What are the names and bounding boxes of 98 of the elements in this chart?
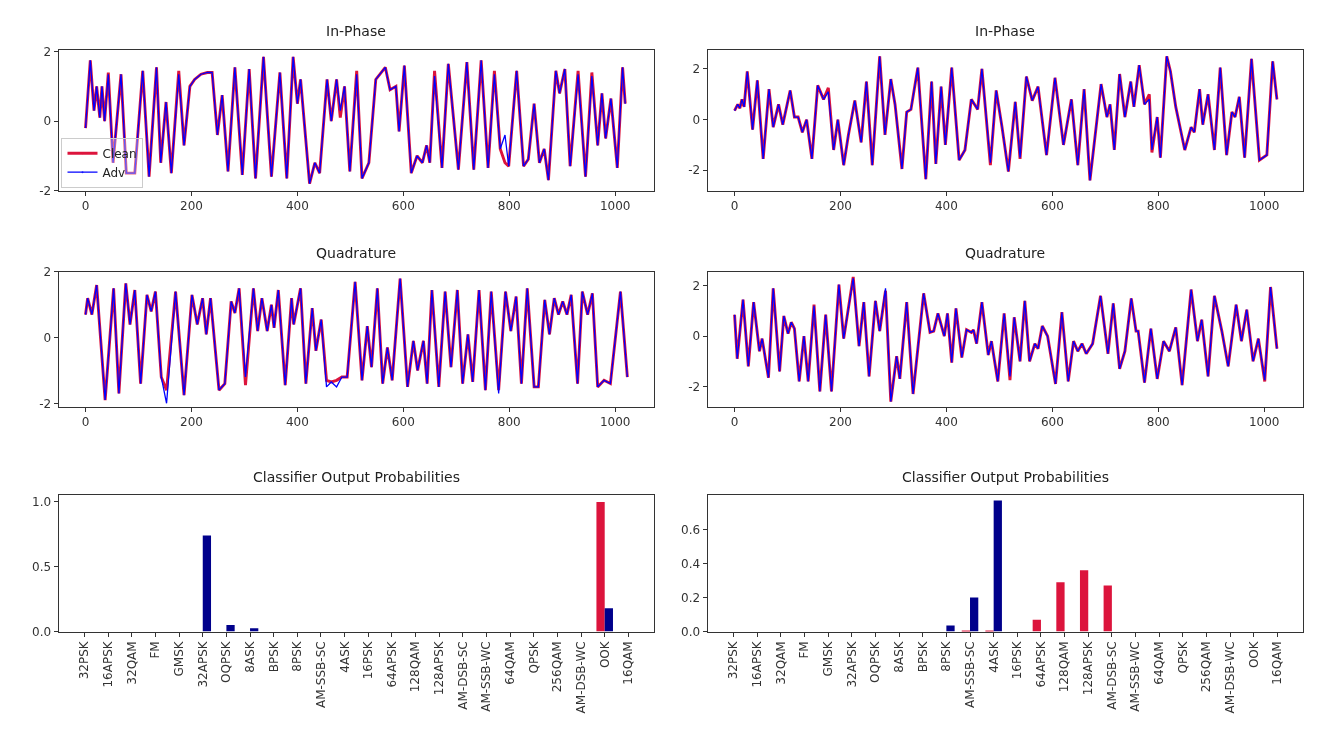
x-tick-label: 16APSK xyxy=(750,640,765,688)
x-tick-label: FM xyxy=(148,641,163,659)
x-tick-label: 200 xyxy=(180,415,203,429)
x-tick-label: 600 xyxy=(391,415,415,429)
chart-title: Classifier Output Probabilities xyxy=(253,469,460,485)
y-tick-label: 0 xyxy=(692,112,701,127)
x-tick-label: 64QAM xyxy=(503,641,518,685)
x-tick-label: 32PSK xyxy=(77,640,92,680)
x-tick-label: 0 xyxy=(81,198,90,213)
chart-title: Quadrature xyxy=(965,245,1046,261)
chart-title: In-Phase xyxy=(326,23,386,39)
y-tick-label: 0 xyxy=(692,329,701,344)
x-tick-label: 8PSK xyxy=(939,640,954,672)
x-tick-label: 200 xyxy=(180,198,203,213)
x-tick-label: QPSK xyxy=(1175,640,1190,674)
x-tick-label: GMSK xyxy=(821,640,836,677)
x-tick-label: 128APSK xyxy=(1081,640,1096,696)
x-tick-label: 600 xyxy=(1040,415,1064,429)
x-tick-label: OQPSK xyxy=(219,640,234,683)
x-tick-label: OQPSK xyxy=(868,640,883,683)
y-tick-label: 0.4 xyxy=(681,556,701,571)
x-tick-label: AM-DSB-SC xyxy=(455,641,470,710)
y-tick-label: 0.0 xyxy=(32,624,52,639)
x-tick-label: FM xyxy=(797,641,812,659)
x-tick-label: 800 xyxy=(497,198,521,213)
x-tick-label: 64QAM xyxy=(1152,641,1167,685)
y-tick-label: 1.0 xyxy=(32,495,52,510)
x-tick-label: 8PSK xyxy=(290,640,305,672)
x-tick-label: 400 xyxy=(934,415,958,429)
x-tick-label: 800 xyxy=(1146,415,1170,429)
legend-label: Adv xyxy=(102,165,126,180)
x-tick-label: 256QAM xyxy=(1199,641,1214,693)
y-tick-label: 0.0 xyxy=(681,624,701,639)
x-tick-label: 8ASK xyxy=(242,640,257,673)
x-tick-label: 0 xyxy=(81,415,90,429)
y-tick-label: 0 xyxy=(43,114,52,129)
x-tick-label: 128QAM xyxy=(1057,641,1072,693)
x-tick-label: 32PSK xyxy=(726,640,741,680)
y-tick-label: 0.5 xyxy=(32,559,52,574)
x-tick-label: AM-DSB-WC xyxy=(1223,641,1237,714)
y-tick-label: -2 xyxy=(39,396,52,411)
x-tick-label: 16PSK xyxy=(361,640,376,680)
x-tick-label: 0 xyxy=(730,415,739,429)
chart-title: In-Phase xyxy=(975,23,1035,39)
y-tick-label: 0.6 xyxy=(681,522,701,537)
x-tick-label: AM-DSB-WC xyxy=(573,641,588,714)
chart-title: Quadrature xyxy=(316,245,397,261)
y-tick-label: -2 xyxy=(688,379,701,394)
x-tick-label: 400 xyxy=(285,415,309,429)
x-tick-label: 32APSK xyxy=(844,640,859,688)
y-tick-label: 2 xyxy=(43,44,52,59)
x-tick-label: 400 xyxy=(934,198,958,213)
x-tick-label: 32APSK xyxy=(195,640,210,688)
y-tick-label: 2 xyxy=(692,62,701,77)
x-tick-label: 16QAM xyxy=(621,641,636,685)
x-tick-label: AM-SSB-SC xyxy=(313,641,328,709)
x-tick-label: GMSK xyxy=(172,640,187,677)
x-tick-label: 16QAM xyxy=(1270,641,1285,685)
x-tick-label: 600 xyxy=(391,198,415,213)
x-tick-label: AM-SSB-SC xyxy=(962,641,977,709)
x-tick-label: 1000 xyxy=(599,198,631,213)
x-tick-label: BPSK xyxy=(266,640,281,673)
x-tick-label: AM-SSB-WC xyxy=(479,641,494,712)
y-tick-label: -2 xyxy=(688,163,701,178)
x-tick-label: 200 xyxy=(829,198,852,213)
x-tick-label: 8ASK xyxy=(891,640,906,673)
x-tick-label: 0 xyxy=(730,198,739,213)
x-tick-label: 256QAM xyxy=(550,641,565,693)
x-tick-label: BPSK xyxy=(915,640,930,673)
x-tick-label: 600 xyxy=(1040,198,1064,213)
x-tick-label: 800 xyxy=(1146,198,1170,213)
x-tick-label: 4ASK xyxy=(337,640,352,673)
x-tick-label: 4ASK xyxy=(986,640,1001,673)
x-tick-label: 128APSK xyxy=(432,640,447,696)
x-tick-label: AM-DSB-SC xyxy=(1104,641,1119,710)
x-tick-label: 1000 xyxy=(1248,415,1280,429)
y-tick-label: 2 xyxy=(43,265,52,280)
x-tick-label: 128QAM xyxy=(408,641,423,693)
x-tick-label: QPSK xyxy=(526,640,541,674)
x-tick-label: 16APSK xyxy=(101,640,116,688)
chart-title: Classifier Output Probabilities xyxy=(902,469,1109,485)
y-tick-label: -2 xyxy=(39,183,52,198)
x-tick-label: 800 xyxy=(497,415,521,429)
x-tick-label: 200 xyxy=(829,415,852,429)
x-tick-label: OOK xyxy=(1246,640,1261,669)
x-tick-label: 32QAM xyxy=(124,641,139,685)
y-tick-label: 0 xyxy=(43,330,52,345)
y-tick-label: 2 xyxy=(692,278,701,293)
x-tick-label: 400 xyxy=(285,198,309,213)
x-tick-label: 64APSK xyxy=(1033,640,1048,688)
x-tick-label: 1000 xyxy=(599,415,631,429)
y-tick-label: 0.2 xyxy=(681,590,701,605)
x-tick-label: 32QAM xyxy=(773,641,788,685)
x-tick-label: 16PSK xyxy=(1010,640,1025,680)
x-tick-label: 1000 xyxy=(1248,198,1280,213)
x-tick-label: AM-SSB-WC xyxy=(1128,641,1143,712)
x-tick-label: OOK xyxy=(597,640,612,669)
x-tick-label: 64APSK xyxy=(384,640,399,688)
